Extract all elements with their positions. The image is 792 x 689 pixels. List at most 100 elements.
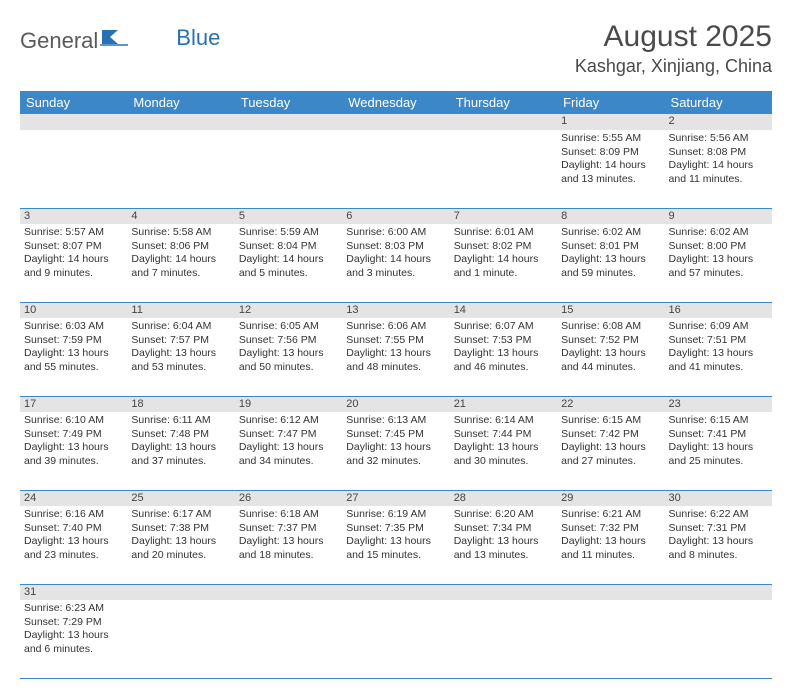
day-number: 21 <box>450 396 557 412</box>
day-number: 2 <box>665 114 772 130</box>
day-number: 7 <box>450 208 557 224</box>
day-cell <box>127 130 234 208</box>
day-details: Sunrise: 6:00 AMSunset: 8:03 PMDaylight:… <box>342 224 449 285</box>
day-details: Sunrise: 6:16 AMSunset: 7:40 PMDaylight:… <box>20 506 127 567</box>
day-number: 28 <box>450 490 557 506</box>
day-details: Sunrise: 6:02 AMSunset: 8:00 PMDaylight:… <box>665 224 772 285</box>
day-cell: Sunrise: 6:08 AMSunset: 7:52 PMDaylight:… <box>557 318 664 396</box>
day-cell: Sunrise: 6:21 AMSunset: 7:32 PMDaylight:… <box>557 506 664 584</box>
day-details: Sunrise: 6:12 AMSunset: 7:47 PMDaylight:… <box>235 412 342 473</box>
day-number <box>235 584 342 600</box>
day-number: 12 <box>235 302 342 318</box>
day-number: 8 <box>557 208 664 224</box>
day-details: Sunrise: 6:01 AMSunset: 8:02 PMDaylight:… <box>450 224 557 285</box>
day-header: Friday <box>557 91 664 114</box>
day-header: Sunday <box>20 91 127 114</box>
day-cell: Sunrise: 6:01 AMSunset: 8:02 PMDaylight:… <box>450 224 557 302</box>
day-number <box>665 584 772 600</box>
day-number: 29 <box>557 490 664 506</box>
day-number <box>127 114 234 130</box>
day-details: Sunrise: 6:14 AMSunset: 7:44 PMDaylight:… <box>450 412 557 473</box>
day-number-row: 17181920212223 <box>20 396 772 412</box>
day-number: 30 <box>665 490 772 506</box>
day-number <box>127 584 234 600</box>
day-cell: Sunrise: 6:19 AMSunset: 7:35 PMDaylight:… <box>342 506 449 584</box>
day-cell <box>20 130 127 208</box>
day-details: Sunrise: 5:56 AMSunset: 8:08 PMDaylight:… <box>665 130 772 191</box>
day-number: 4 <box>127 208 234 224</box>
day-cell: Sunrise: 6:10 AMSunset: 7:49 PMDaylight:… <box>20 412 127 490</box>
day-cell: Sunrise: 6:13 AMSunset: 7:45 PMDaylight:… <box>342 412 449 490</box>
location: Kashgar, Xinjiang, China <box>575 56 772 77</box>
day-number: 11 <box>127 302 234 318</box>
week-row: Sunrise: 6:16 AMSunset: 7:40 PMDaylight:… <box>20 506 772 584</box>
day-details: Sunrise: 6:02 AMSunset: 8:01 PMDaylight:… <box>557 224 664 285</box>
day-details: Sunrise: 6:06 AMSunset: 7:55 PMDaylight:… <box>342 318 449 379</box>
day-details: Sunrise: 5:59 AMSunset: 8:04 PMDaylight:… <box>235 224 342 285</box>
day-cell: Sunrise: 6:09 AMSunset: 7:51 PMDaylight:… <box>665 318 772 396</box>
day-details: Sunrise: 6:22 AMSunset: 7:31 PMDaylight:… <box>665 506 772 567</box>
day-details: Sunrise: 6:21 AMSunset: 7:32 PMDaylight:… <box>557 506 664 567</box>
day-number: 25 <box>127 490 234 506</box>
day-number: 3 <box>20 208 127 224</box>
day-details: Sunrise: 5:58 AMSunset: 8:06 PMDaylight:… <box>127 224 234 285</box>
logo: General Blue <box>20 20 220 54</box>
day-header: Thursday <box>450 91 557 114</box>
day-cell: Sunrise: 6:04 AMSunset: 7:57 PMDaylight:… <box>127 318 234 396</box>
day-cell: Sunrise: 6:06 AMSunset: 7:55 PMDaylight:… <box>342 318 449 396</box>
month-title: August 2025 <box>575 20 772 54</box>
day-cell: Sunrise: 6:22 AMSunset: 7:31 PMDaylight:… <box>665 506 772 584</box>
day-details: Sunrise: 6:09 AMSunset: 7:51 PMDaylight:… <box>665 318 772 379</box>
day-number <box>342 114 449 130</box>
day-number: 13 <box>342 302 449 318</box>
day-details: Sunrise: 5:55 AMSunset: 8:09 PMDaylight:… <box>557 130 664 191</box>
day-header: Saturday <box>665 91 772 114</box>
day-number: 6 <box>342 208 449 224</box>
day-number: 18 <box>127 396 234 412</box>
day-number <box>450 114 557 130</box>
day-cell: Sunrise: 6:07 AMSunset: 7:53 PMDaylight:… <box>450 318 557 396</box>
day-cell: Sunrise: 6:16 AMSunset: 7:40 PMDaylight:… <box>20 506 127 584</box>
day-number: 27 <box>342 490 449 506</box>
day-number: 10 <box>20 302 127 318</box>
day-header: Wednesday <box>342 91 449 114</box>
day-number: 23 <box>665 396 772 412</box>
day-details: Sunrise: 6:08 AMSunset: 7:52 PMDaylight:… <box>557 318 664 379</box>
day-cell: Sunrise: 6:03 AMSunset: 7:59 PMDaylight:… <box>20 318 127 396</box>
day-details: Sunrise: 6:11 AMSunset: 7:48 PMDaylight:… <box>127 412 234 473</box>
day-header-row: Sunday Monday Tuesday Wednesday Thursday… <box>20 91 772 114</box>
day-number-row: 3456789 <box>20 208 772 224</box>
day-cell: Sunrise: 6:18 AMSunset: 7:37 PMDaylight:… <box>235 506 342 584</box>
day-cell: Sunrise: 5:59 AMSunset: 8:04 PMDaylight:… <box>235 224 342 302</box>
day-details: Sunrise: 6:05 AMSunset: 7:56 PMDaylight:… <box>235 318 342 379</box>
day-cell <box>235 130 342 208</box>
day-cell: Sunrise: 6:02 AMSunset: 8:00 PMDaylight:… <box>665 224 772 302</box>
title-block: August 2025 Kashgar, Xinjiang, China <box>575 20 772 77</box>
day-details: Sunrise: 6:04 AMSunset: 7:57 PMDaylight:… <box>127 318 234 379</box>
day-number-row: 12 <box>20 114 772 130</box>
day-cell: Sunrise: 6:15 AMSunset: 7:41 PMDaylight:… <box>665 412 772 490</box>
day-number: 24 <box>20 490 127 506</box>
day-number: 5 <box>235 208 342 224</box>
day-number-row: 10111213141516 <box>20 302 772 318</box>
day-cell: Sunrise: 5:56 AMSunset: 8:08 PMDaylight:… <box>665 130 772 208</box>
day-details: Sunrise: 6:13 AMSunset: 7:45 PMDaylight:… <box>342 412 449 473</box>
day-number <box>235 114 342 130</box>
day-number: 17 <box>20 396 127 412</box>
day-cell: Sunrise: 6:20 AMSunset: 7:34 PMDaylight:… <box>450 506 557 584</box>
week-row: Sunrise: 5:57 AMSunset: 8:07 PMDaylight:… <box>20 224 772 302</box>
day-number <box>20 114 127 130</box>
day-number-row: 31 <box>20 584 772 600</box>
day-details: Sunrise: 6:10 AMSunset: 7:49 PMDaylight:… <box>20 412 127 473</box>
day-number: 20 <box>342 396 449 412</box>
week-row: Sunrise: 6:10 AMSunset: 7:49 PMDaylight:… <box>20 412 772 490</box>
day-cell: Sunrise: 6:12 AMSunset: 7:47 PMDaylight:… <box>235 412 342 490</box>
day-number <box>450 584 557 600</box>
logo-text-2: Blue <box>176 25 220 51</box>
day-details: Sunrise: 6:07 AMSunset: 7:53 PMDaylight:… <box>450 318 557 379</box>
day-number: 15 <box>557 302 664 318</box>
day-details: Sunrise: 6:20 AMSunset: 7:34 PMDaylight:… <box>450 506 557 567</box>
day-number: 26 <box>235 490 342 506</box>
day-header: Monday <box>127 91 234 114</box>
day-number: 19 <box>235 396 342 412</box>
